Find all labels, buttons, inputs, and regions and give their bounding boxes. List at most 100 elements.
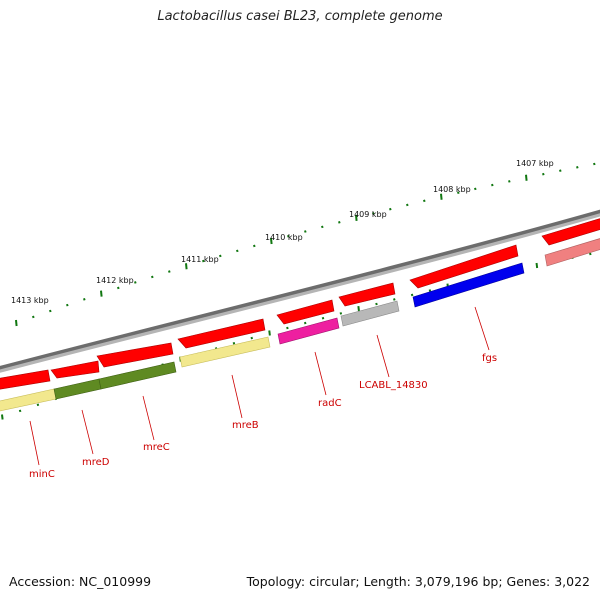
cds-track: [0, 217, 600, 390]
scale-minor-tick: [428, 289, 432, 292]
gene-label-mreC: mreC: [143, 442, 170, 453]
scale-minor-tick: [410, 293, 414, 297]
accession-text: Accession: NC_010999: [9, 574, 152, 589]
scale-major-tick: [270, 237, 273, 245]
leader-minC: [29, 420, 40, 466]
kbp-label-1409: 1409 kbp: [349, 210, 387, 219]
leader-radC: [314, 351, 327, 396]
scale-major-tick: [357, 306, 360, 312]
scale-minor-tick: [202, 259, 205, 263]
scale-minor-tick: [576, 166, 579, 169]
backbone-shadow: [0, 210, 600, 373]
scale-minor-tick: [36, 403, 40, 407]
gene-label-minC: minC: [29, 469, 55, 480]
cds-arrow-right[interactable]: [541, 217, 600, 246]
gene-bar-LCABL_14830[interactable]: [340, 300, 400, 327]
gene-label-mreB: mreB: [232, 420, 259, 431]
scale-minor-tick: [406, 203, 409, 207]
scale-minor-tick: [321, 225, 324, 229]
genome-backbone: [0, 209, 600, 370]
gene-bar-mreB[interactable]: [179, 336, 271, 368]
kbp-label-1412: 1412 kbp: [96, 276, 134, 285]
scale-minor-tick: [593, 162, 596, 166]
scale-minor-tick: [32, 315, 35, 319]
scale-minor-tick: [389, 207, 392, 211]
scale-minor-tick: [117, 286, 120, 290]
cds-arrow-mreC[interactable]: [96, 342, 174, 368]
gene-label-fgs: fgs: [482, 353, 497, 364]
scale-minor-tick: [18, 409, 22, 413]
scale-major-tick: [355, 214, 358, 221]
scale-minor-tick: [286, 326, 289, 330]
leader-fgs: [474, 306, 490, 351]
scale-minor-tick: [151, 275, 154, 279]
scale-minor-tick: [134, 281, 137, 284]
scale-minor-tick: [83, 298, 86, 301]
scale-minor-tick: [542, 172, 545, 176]
cds-arrow-mreB[interactable]: [177, 318, 266, 349]
gene-track: [0, 237, 600, 412]
scale-minor-tick: [232, 341, 236, 345]
scale-minor-tick: [304, 230, 307, 233]
scale-minor-tick: [66, 303, 69, 307]
scale-major-tick: [525, 174, 528, 181]
scale-minor-tick: [253, 244, 256, 248]
scale-minor-tick: [589, 252, 592, 256]
gene-label-LCABL_14830: LCABL_14830: [359, 380, 428, 391]
cds-arrow-minC[interactable]: [0, 369, 51, 390]
gene-bar-fgs[interactable]: [412, 262, 525, 308]
gene-bar-right[interactable]: [544, 237, 600, 267]
gene-bar-mreC[interactable]: [98, 361, 177, 390]
cds-arrow-mreD[interactable]: [50, 360, 100, 379]
scale-minor-tick: [339, 312, 343, 315]
scale-minor-tick: [393, 298, 396, 301]
scale-minor-tick: [303, 321, 307, 325]
cds-arrow-LCABL_14830[interactable]: [338, 282, 396, 307]
gene-label-mreD: mreD: [82, 457, 110, 468]
map-title: Lactobacillus casei BL23, complete genom…: [157, 9, 443, 24]
scale-minor-tick: [321, 316, 325, 320]
scale-minor-tick: [338, 221, 341, 224]
scale-minor-tick: [423, 199, 426, 203]
scale-major-tick: [185, 263, 188, 270]
kbp-label-1410: 1410 kbp: [265, 233, 303, 242]
scale-major-tick: [100, 290, 103, 297]
scale-minor-tick: [49, 309, 52, 313]
leader-mreB: [231, 374, 243, 419]
scale-minor-tick: [457, 191, 460, 195]
scale-major-tick: [1, 414, 4, 420]
scale-ticks: [1, 162, 596, 420]
leader-LCABL_14830: [376, 334, 390, 378]
scale-major-tick: [440, 193, 443, 200]
scale-minor-tick: [219, 254, 222, 258]
gene-leader-lines: [29, 306, 490, 466]
topology-text: Topology: circular; Length: 3,079,196 bp…: [246, 574, 590, 589]
gene-bar-minC[interactable]: [0, 388, 57, 412]
cds-arrow-fgs[interactable]: [409, 244, 519, 289]
gene-bar-mreD[interactable]: [53, 378, 102, 400]
kbp-label-1408: 1408 kbp: [433, 185, 471, 194]
scale-minor-tick: [250, 336, 254, 340]
leader-mreC: [142, 395, 155, 441]
scale-major-tick: [268, 330, 271, 336]
scale-major-tick: [535, 262, 539, 269]
scale-major-tick: [15, 319, 18, 327]
scale-minor-tick: [508, 180, 511, 183]
scale-minor-tick: [236, 249, 239, 253]
cds-arrow-radC[interactable]: [276, 299, 335, 325]
scale-minor-tick: [474, 187, 477, 191]
gene-label-radC: radC: [318, 398, 342, 409]
kbp-label-1407: 1407 kbp: [516, 159, 554, 168]
kbp-label-1413: 1413 kbp: [11, 296, 49, 305]
gene-bar-radC[interactable]: [277, 317, 340, 345]
kbp-label-1411: 1411 kbp: [181, 255, 219, 264]
scale-minor-tick: [375, 302, 378, 306]
scale-minor-tick: [372, 212, 375, 215]
scale-minor-tick: [168, 270, 171, 273]
scale-minor-tick: [287, 234, 290, 238]
scale-minor-tick: [491, 183, 494, 187]
leader-mreD: [81, 409, 94, 455]
scale-minor-tick: [559, 169, 562, 172]
